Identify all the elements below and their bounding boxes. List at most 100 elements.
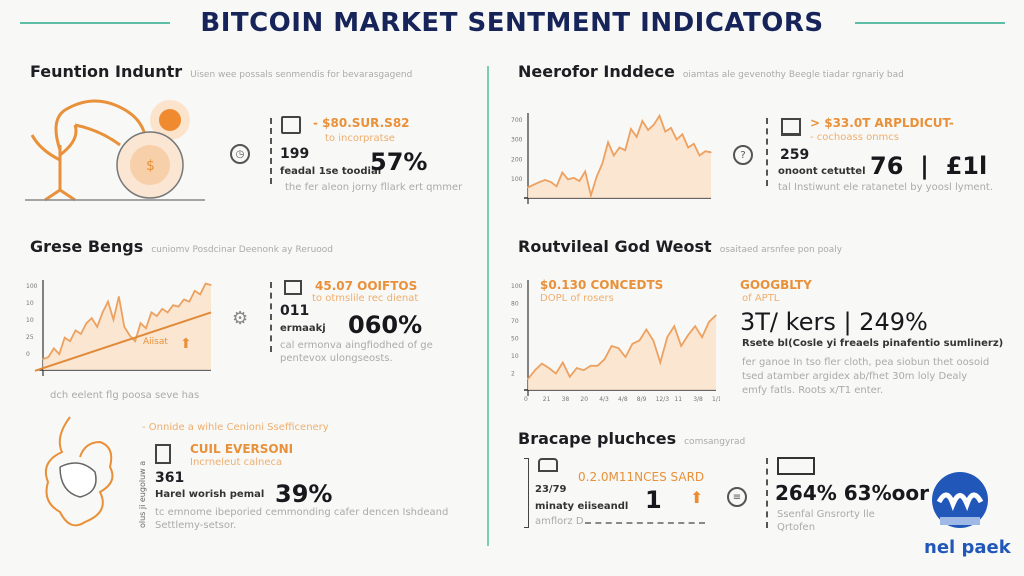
data-point: [118, 295, 120, 298]
data-point: [561, 171, 563, 174]
data-point: [624, 356, 627, 358]
data-point: [658, 115, 661, 117]
y-tick-label: 100: [511, 176, 523, 183]
y-tick-label: 25: [26, 334, 34, 341]
subtitle: Uisen wee possals senmendis for bevarasg…: [190, 70, 413, 80]
data-point: [610, 345, 613, 347]
stat-number: 361: [155, 470, 185, 486]
data-point: [112, 319, 115, 321]
y-tick-label: 2: [511, 371, 515, 378]
note: tsed atamber argidex ab/fhet 30m loly De…: [742, 371, 968, 382]
data-point: [597, 365, 599, 367]
laptop-icon: [281, 116, 301, 134]
arrow-up-icon: ⬆: [690, 488, 704, 507]
data-point: [590, 365, 592, 367]
data-point: [204, 283, 207, 285]
data-point: [652, 339, 654, 342]
y-tick-label: 10: [26, 300, 34, 307]
x-tick-label: 12/3: [656, 396, 670, 402]
y-tick-label: 10: [511, 353, 519, 360]
data-point: [659, 361, 661, 364]
data-point: [676, 138, 678, 141]
data-point: [102, 311, 104, 313]
section-title: Feuntion Induntr Uisen wee possals senmen…: [30, 62, 412, 81]
subtitle: cuniomv Posdcinar Deenonk ay Reruood: [151, 245, 334, 255]
data-point: [603, 358, 606, 360]
stat-value: 76 | £1l: [870, 152, 988, 180]
data-point: [583, 369, 585, 371]
server-icon: [155, 444, 171, 464]
note: pentevox ulongseosts.: [280, 353, 393, 364]
note: Ssenfal Gnsrorty lle: [777, 509, 875, 520]
data-point: [664, 130, 666, 133]
vertical-label: olus ji eugoluw a: [138, 460, 147, 528]
orange-sub: of APTL: [742, 293, 780, 304]
data-point: [123, 326, 125, 328]
svg-text:$: $: [146, 158, 155, 174]
laptop-icon: [284, 280, 302, 295]
note: amflorz D: [535, 516, 584, 527]
stat-label: minaty eiiseandl: [535, 501, 629, 512]
x-tick-label: 11: [674, 396, 682, 402]
subtitle: comsangyrad: [684, 437, 746, 447]
data-point: [666, 336, 668, 338]
area-fill: [43, 283, 211, 370]
data-point: [96, 326, 98, 328]
note: tc emnome ibeporied cemmonding cafer den…: [155, 507, 449, 518]
heading: Routvileal God Weost: [518, 237, 712, 256]
stat-label: feadal 1se toodial: [280, 166, 382, 177]
data-point: [139, 322, 142, 324]
y-tick-label: 50: [511, 336, 519, 343]
data-point: [69, 340, 71, 342]
data-point: [578, 180, 581, 182]
y-tick-label: 100: [26, 283, 38, 290]
orange-note: - Onnide a wihle Cenioni Ssefficenery: [142, 422, 329, 433]
data-point: [74, 329, 77, 331]
y-tick-label: 10: [26, 317, 34, 324]
note: tal Instiwunt ele ratanetel by yoosl lym…: [778, 182, 994, 193]
stat-percent: 060%: [348, 311, 423, 339]
chart-caption: dch eelent flg poosa seve has: [50, 390, 200, 401]
stat-label: ermaakj: [280, 323, 326, 334]
area-fill: [528, 115, 711, 198]
card-icon: [777, 457, 815, 475]
data-point: [680, 345, 682, 347]
stat-percent: 39%: [275, 480, 333, 508]
dashed-divider: [270, 282, 272, 352]
y-tick-label: 200: [511, 156, 523, 163]
data-point: [584, 170, 586, 173]
chart-orange-label: $0.130 CONCEDTS: [540, 278, 664, 292]
section-title: Neerofor Inddece oiamtas ale gevenothy Be…: [518, 62, 904, 81]
data-point: [613, 154, 615, 157]
orange-headline: - $80.SUR.S82: [313, 116, 410, 130]
data-point: [636, 136, 638, 138]
stat-percent: 57%: [370, 148, 428, 176]
data-point: [550, 181, 552, 183]
data-point: [107, 301, 109, 303]
data-point: [576, 367, 578, 369]
data-point: [618, 146, 621, 149]
bracket: [524, 458, 529, 528]
data-point: [210, 284, 212, 286]
note: fer ganoe In tso fler cloth, pea siobun …: [742, 357, 990, 368]
data-point: [177, 306, 180, 308]
data-point: [693, 143, 695, 145]
data-point: [199, 293, 201, 295]
data-point: [590, 194, 592, 196]
data-point: [58, 353, 60, 355]
data-point: [569, 376, 571, 378]
stat-percent: 264% 63%oor: [775, 481, 929, 505]
data-point: [647, 129, 649, 131]
subtitle: oiamtas ale gevenothy Beegle tiadar rgna…: [682, 70, 904, 80]
x-tick-label: 20: [580, 396, 588, 402]
data-point: [541, 363, 543, 365]
data-point: [715, 314, 717, 316]
data-point: [645, 328, 647, 331]
stat-number: 199: [280, 146, 310, 162]
clock-icon: ◷: [230, 144, 250, 164]
data-point: [161, 308, 163, 310]
data-point: [534, 369, 536, 371]
data-point: [167, 311, 169, 313]
dashed-divider: [766, 118, 768, 186]
data-point: [129, 334, 131, 337]
